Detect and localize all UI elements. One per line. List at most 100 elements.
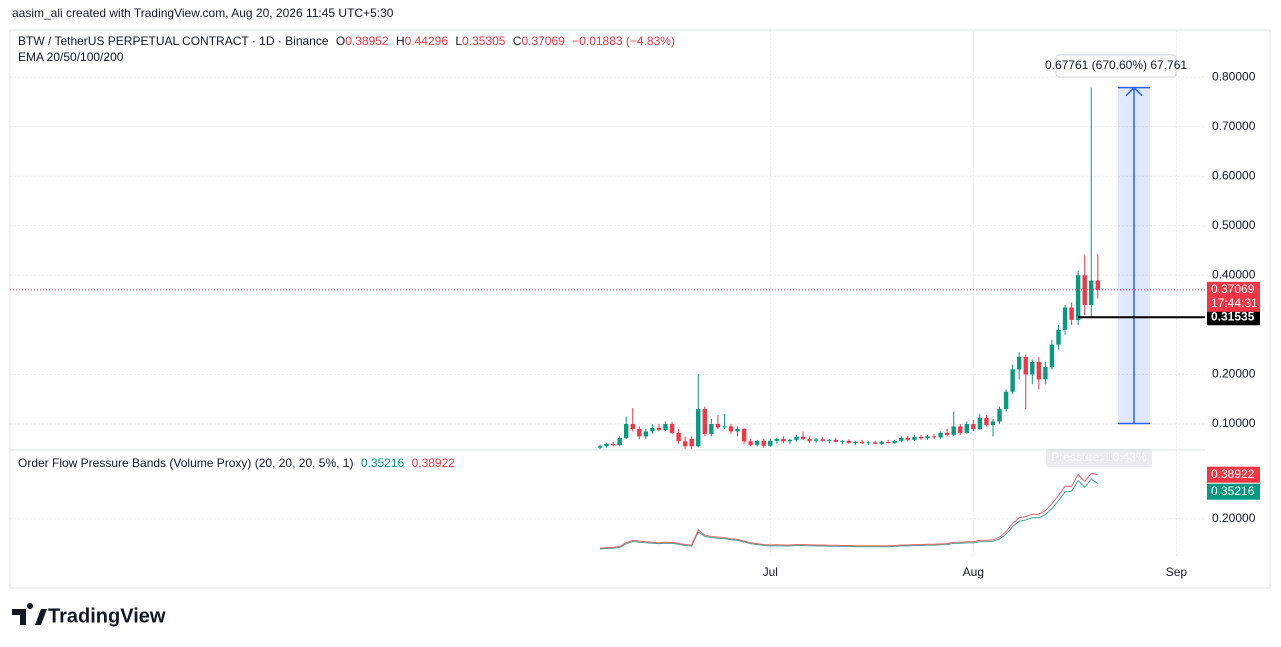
candle-body <box>892 440 897 443</box>
ohlc-value: 0.35305 <box>462 34 506 48</box>
x-tick-label: Jul <box>763 565 778 579</box>
brand-name: TradingView <box>48 605 166 627</box>
y-tick-label: 0.80000 <box>1212 69 1256 83</box>
candle-body <box>866 442 871 444</box>
candle-body <box>787 439 793 442</box>
y-tick-label: 0.60000 <box>1212 168 1256 182</box>
candle-body <box>990 421 996 425</box>
candle-body <box>1017 357 1022 370</box>
candle-body <box>1062 307 1068 330</box>
candle-body <box>781 438 786 442</box>
candle-body <box>977 418 983 429</box>
candle-body <box>637 428 642 437</box>
candle-body <box>656 427 662 430</box>
chart-border <box>9 29 1271 589</box>
candle-body <box>1043 366 1048 380</box>
indicator-title: EMA 20/50/100/200 <box>18 50 124 64</box>
ohlc-prefix: C <box>513 34 522 48</box>
candle-body <box>624 423 629 438</box>
candle-body <box>872 442 878 444</box>
candle-body <box>1069 307 1074 320</box>
candle-body <box>643 431 649 437</box>
pane-title: Order Flow Pressure Bands (Volume Proxy)… <box>18 456 353 470</box>
candle-body <box>676 432 681 442</box>
y-tick-label: 0.20000 <box>1212 367 1256 381</box>
ohlc-prefix: H <box>396 34 405 48</box>
ohlc-value: 0.38952 <box>345 34 389 48</box>
candle-body <box>800 436 806 439</box>
candle-body <box>984 418 989 425</box>
ohlc-value: 0.44296 <box>405 34 449 48</box>
last-price-box <box>1207 281 1260 312</box>
candle-body <box>886 441 891 443</box>
band-line <box>599 478 1099 550</box>
band-line <box>599 472 1098 549</box>
pane-price-box <box>1207 483 1260 500</box>
candle-body <box>807 438 812 441</box>
candle-body <box>774 438 780 441</box>
measure-label: 0.67761 (670.60%) 67,761 <box>1045 58 1187 72</box>
candle-body <box>682 441 688 447</box>
candle-body <box>702 409 707 434</box>
candle-body <box>1010 369 1015 392</box>
candle-body <box>944 432 950 435</box>
candle-body <box>689 438 694 447</box>
candle-body <box>604 443 609 447</box>
symbol-line: BTW / TetherUS PERPETUAL CONTRACT · 1D ·… <box>18 34 675 48</box>
pane-price-label: 0.35216 <box>1211 484 1255 498</box>
y-tick-label: 0.40000 <box>1212 267 1256 281</box>
pane-value: 0.38922 <box>412 456 456 470</box>
candle-body <box>761 440 766 446</box>
candle-body <box>859 441 865 444</box>
candle-body <box>735 428 740 432</box>
y-tick-label: 0.20000 <box>1212 511 1256 525</box>
candle-body <box>958 426 963 433</box>
symbol: BTW / TetherUS PERPETUAL CONTRACT · 1D ·… <box>18 34 329 48</box>
candle-body <box>696 409 701 447</box>
candle-body <box>728 426 734 432</box>
candle-body <box>853 441 858 443</box>
candle-body <box>741 428 747 442</box>
candle-body <box>722 426 727 428</box>
ohlc-prefix: O <box>336 34 345 48</box>
candle-body <box>1036 362 1042 380</box>
candle-body <box>650 427 655 432</box>
candle-body <box>918 436 924 439</box>
ohlc-value: 0.37069 <box>521 34 565 48</box>
candle-body <box>879 441 884 444</box>
measure-label-box <box>1055 54 1177 78</box>
pane-legend: Order Flow Pressure Bands (Volume Proxy)… <box>18 456 455 470</box>
horizontal-line-box <box>1207 309 1260 326</box>
horizontal-line-label: 0.31535 <box>1211 309 1255 323</box>
candle-body <box>1049 344 1055 367</box>
candle-body <box>833 439 838 442</box>
candle-body <box>912 436 917 440</box>
candle-body <box>905 437 911 440</box>
candle-body <box>669 423 675 433</box>
candle-body <box>709 423 714 434</box>
candle-body <box>938 432 943 438</box>
last-price-label: 0.37069 <box>1211 282 1255 296</box>
candle-body <box>630 423 635 429</box>
candle-body <box>715 423 721 428</box>
candle-body <box>827 439 832 441</box>
y-tick-label: 0.10000 <box>1212 416 1256 430</box>
measure-arrowhead <box>1125 86 1143 97</box>
candle-body <box>971 423 976 429</box>
pane-value: 0.35216 <box>361 456 405 470</box>
change: −0.01883 (−4.83%) <box>572 34 675 48</box>
candle-body <box>1030 362 1035 375</box>
pressure-box <box>1046 449 1152 467</box>
candle-body <box>899 437 904 441</box>
candle-body <box>925 436 930 439</box>
x-tick-label: Sep <box>1166 565 1188 579</box>
branding: TradingView <box>12 602 166 627</box>
y-tick-label: 0.70000 <box>1212 119 1256 133</box>
candle-body <box>1095 280 1100 290</box>
author-line: aasim_ali created with TradingView.com, … <box>12 6 394 20</box>
candle-body <box>820 439 825 441</box>
pane-price-label: 0.38922 <box>1211 467 1255 481</box>
candle-body <box>846 440 852 443</box>
